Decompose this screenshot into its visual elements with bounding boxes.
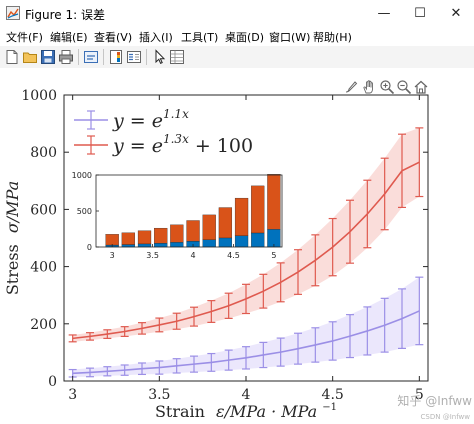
y-tick-label: 400 [30, 260, 57, 276]
y-tick-label: 200 [30, 317, 57, 333]
x-tick-label: 5 [415, 387, 424, 403]
inset-y-tick-label: 1000 [72, 171, 92, 180]
menu-bar: 文件(F) 编辑(E) 查看(V) 插入(I) 工具(T) 桌面(D) 窗口(W… [0, 27, 474, 46]
x-axis-label-math: ε/MPa · MPa [216, 402, 317, 421]
menu-file[interactable]: 文件(F) [6, 31, 43, 44]
inset-x-tick-label: 3.5 [146, 251, 159, 260]
inset-bar-bottom [154, 243, 168, 248]
menu-tools[interactable]: 工具(T) [181, 31, 219, 44]
title-bar: Figure 1: 误差 — ☐ ✕ [0, 0, 474, 27]
pointer-icon[interactable] [151, 49, 167, 65]
toolbar-separator [103, 49, 104, 65]
pan-hand-icon[interactable] [361, 79, 377, 95]
home-icon[interactable] [413, 79, 429, 95]
inset-bar-top [267, 174, 281, 230]
inset-bar-bottom [251, 232, 265, 248]
series-layer [68, 127, 424, 378]
y-tick-label: 800 [30, 145, 57, 161]
legend[interactable]: y = e1.1xy = e1.3x + 100 [74, 107, 253, 157]
toolbar-separator [78, 49, 79, 65]
x-tick-label: 4.5 [322, 387, 344, 403]
menu-help[interactable]: 帮助(H) [313, 31, 352, 44]
watermark-sub: CSDN @Infww [421, 413, 471, 421]
legend-entry-exponent: 1.3x [163, 132, 189, 146]
inset-bar-top [234, 197, 249, 236]
y-axis-label: Stress σ/MPa [3, 181, 22, 295]
inset-bar-top [137, 230, 152, 245]
window-title: Figure 1: 误差 [25, 8, 105, 22]
open-file-icon[interactable] [22, 49, 38, 65]
watermark: 知乎 @Infww [397, 394, 472, 408]
maximize-button[interactable]: ☐ [414, 6, 426, 21]
inset-y-tick-label: 500 [77, 207, 92, 216]
colorbar-icon[interactable] [108, 49, 124, 65]
save-icon[interactable] [40, 49, 56, 65]
legend-entry-base: y = e [112, 110, 163, 132]
new-figure-icon[interactable] [4, 49, 20, 65]
inset-bar-top [251, 185, 265, 234]
property-inspector-icon[interactable] [169, 49, 185, 65]
inset-bar-top [202, 214, 216, 240]
link-plot-icon[interactable] [83, 49, 99, 65]
inset-axes-ticks: 0 500 1000 3 3.5 4 4.5 5 [72, 171, 277, 260]
inset-x-tick-label: 4.5 [227, 251, 240, 260]
series-line-1 [72, 310, 420, 375]
inset-bar-bottom [137, 243, 152, 248]
x-tick-label: 3.5 [148, 387, 170, 403]
close-button[interactable]: ✕ [450, 6, 462, 21]
menu-edit[interactable]: 编辑(E) [50, 31, 88, 44]
x-axis-label-prefix: Strain [155, 402, 205, 421]
minimize-button[interactable]: — [377, 6, 391, 21]
x-axis-label-exponent: −1 [322, 402, 337, 413]
y-tick-label: 1000 [21, 88, 57, 104]
menu-insert[interactable]: 插入(I) [139, 31, 173, 44]
inset-y-tick-label: 0 [87, 243, 92, 252]
zoom-in-icon[interactable] [379, 79, 395, 95]
inset-bar-top [154, 227, 168, 244]
legend-entry-label: y = e1.3x + 100 [112, 132, 253, 157]
inset-bar-top [186, 220, 200, 242]
toolbar-separator [146, 49, 147, 65]
inset-x-tick-label: 5 [271, 251, 276, 260]
x-axis-label: Strain ε/MPa · MPa −1 [155, 402, 337, 421]
inset-bar-bottom [234, 235, 249, 248]
y-axis-label-prefix: Stress [3, 244, 22, 295]
x-tick-label: 3 [68, 387, 77, 403]
y-axis-label-math: σ/MPa [3, 181, 22, 233]
inset-x-tick-label: 4 [190, 251, 195, 260]
inset-bar-bottom [218, 237, 233, 248]
matlab-figure-icon [6, 6, 20, 20]
main-axes-ticks: 0 200 400 600 800 1000 3 3.5 4 4.5 5 [21, 88, 428, 403]
inset-bar-bottom [170, 242, 184, 248]
legend-icon[interactable] [126, 49, 142, 65]
brush-icon[interactable] [343, 79, 359, 95]
x-tick-label: 4 [242, 387, 251, 403]
legend-entry-tail: + 100 [189, 135, 253, 157]
inset-x-tick-label: 3 [110, 251, 115, 260]
print-icon[interactable] [58, 49, 74, 65]
menu-desktop[interactable]: 桌面(D) [225, 31, 265, 44]
legend-entry-base: y = e [112, 135, 163, 157]
legend-entry-label: y = e1.1x [112, 107, 189, 132]
inset-bar-top [105, 234, 119, 246]
menu-window[interactable]: 窗口(W) [269, 31, 311, 44]
inset-bar-bottom [202, 239, 216, 248]
inset-bar-top [170, 224, 184, 243]
y-tick-label: 0 [48, 374, 57, 390]
inset-bar-top [218, 207, 233, 239]
y-tick-label: 600 [30, 202, 57, 218]
zoom-out-icon[interactable] [396, 79, 412, 95]
legend-entry-exponent: 1.1x [163, 107, 189, 121]
series-line-2 [72, 161, 420, 340]
inset-bar-top [121, 232, 135, 245]
inset-bar-layer [105, 174, 281, 248]
menu-view[interactable]: 查看(V) [94, 31, 133, 44]
